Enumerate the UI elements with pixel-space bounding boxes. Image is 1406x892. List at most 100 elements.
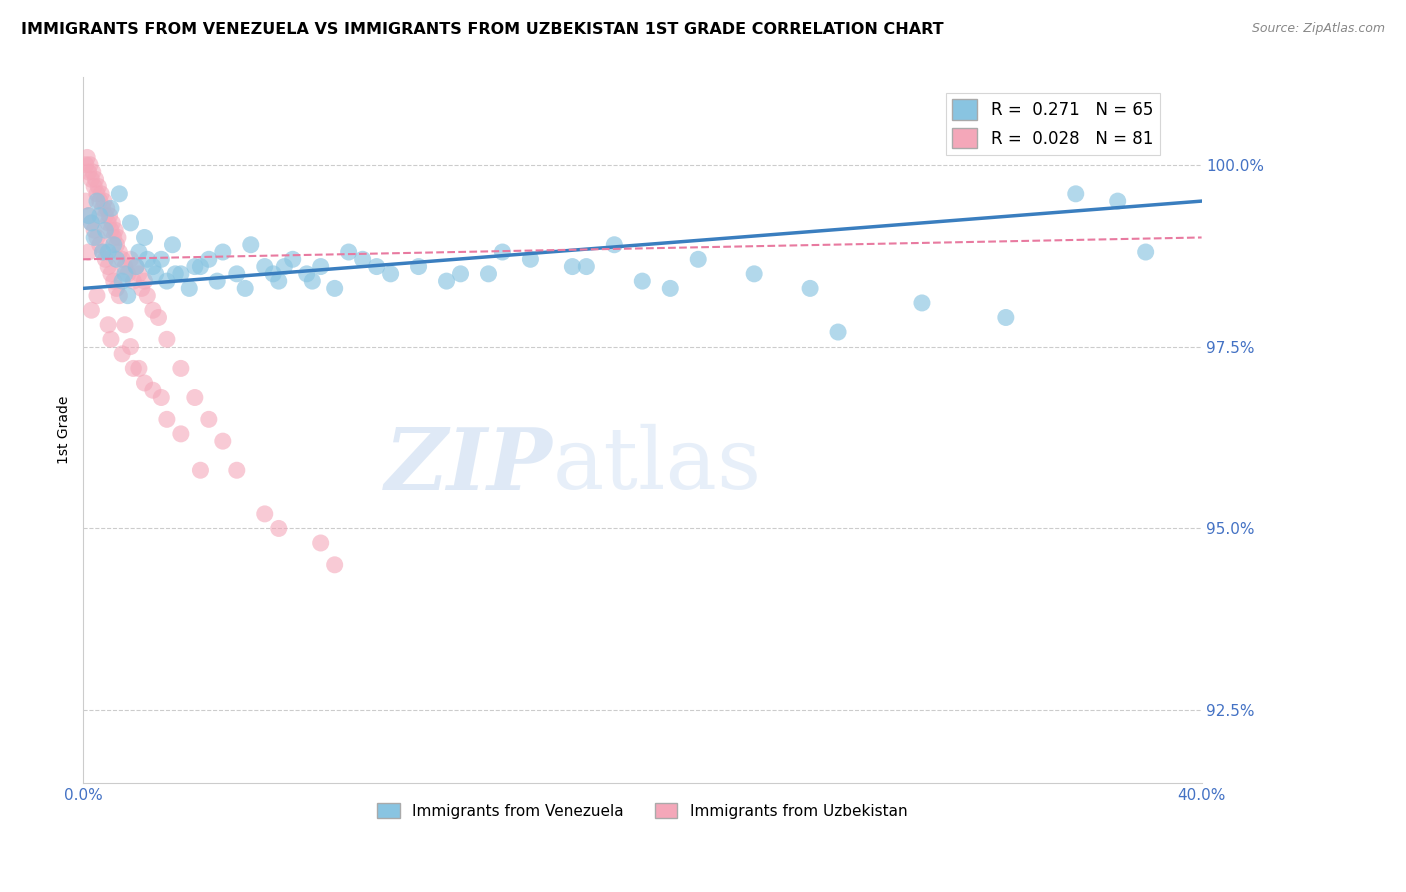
Point [83, 230, 105, 244]
Point [108, 288, 131, 302]
Point [150, 252, 173, 267]
Point [105, 252, 128, 267]
Point [262, 267, 284, 281]
Point [994, 310, 1017, 325]
Point [1064, 186, 1087, 201]
Point [94, 252, 117, 267]
Point [105, 281, 128, 295]
Point [273, 260, 295, 274]
Point [111, 252, 134, 267]
Point [89, 209, 111, 223]
Point [104, 223, 127, 237]
Point [156, 412, 179, 426]
Point [603, 237, 626, 252]
Point [281, 252, 304, 267]
Point [107, 230, 129, 244]
Point [198, 412, 221, 426]
Point [170, 426, 193, 441]
Point [122, 361, 145, 376]
Text: atlas: atlas [553, 424, 762, 508]
Point [659, 281, 682, 295]
Point [76, 151, 98, 165]
Point [436, 274, 458, 288]
Point [1135, 245, 1157, 260]
Point [148, 310, 170, 325]
Point [142, 303, 165, 318]
Y-axis label: 1st Grade: 1st Grade [58, 396, 72, 465]
Point [79, 158, 101, 172]
Point [170, 267, 193, 281]
Point [239, 237, 262, 252]
Point [267, 521, 290, 535]
Point [97, 318, 120, 332]
Point [108, 245, 131, 260]
Point [120, 340, 142, 354]
Point [82, 165, 104, 179]
Point [75, 194, 97, 208]
Point [100, 202, 122, 216]
Point [114, 318, 136, 332]
Point [111, 274, 134, 288]
Point [323, 558, 346, 572]
Point [190, 260, 212, 274]
Point [145, 267, 167, 281]
Point [184, 391, 207, 405]
Point [87, 179, 110, 194]
Point [309, 260, 332, 274]
Point [108, 186, 131, 201]
Point [98, 209, 121, 223]
Point [80, 216, 103, 230]
Point [89, 194, 111, 208]
Point [86, 194, 108, 208]
Point [561, 260, 583, 274]
Point [156, 274, 179, 288]
Point [233, 281, 256, 295]
Point [101, 216, 124, 230]
Legend: Immigrants from Venezuela, Immigrants from Uzbekistan: Immigrants from Venezuela, Immigrants fr… [371, 797, 914, 825]
Point [337, 245, 360, 260]
Point [91, 245, 114, 260]
Point [86, 186, 108, 201]
Point [77, 245, 100, 260]
Point [77, 209, 100, 223]
Point [97, 216, 120, 230]
Point [352, 252, 374, 267]
Point [631, 274, 654, 288]
Point [128, 267, 150, 281]
Point [688, 252, 710, 267]
Point [134, 274, 156, 288]
Point [827, 325, 849, 339]
Point [142, 260, 165, 274]
Point [477, 267, 499, 281]
Point [83, 179, 105, 194]
Point [86, 288, 108, 302]
Point [94, 209, 117, 223]
Point [211, 245, 233, 260]
Point [323, 281, 346, 295]
Point [190, 463, 212, 477]
Point [84, 172, 107, 186]
Point [100, 267, 122, 281]
Point [86, 230, 108, 244]
Point [117, 267, 139, 281]
Point [117, 288, 139, 302]
Point [1107, 194, 1129, 208]
Point [198, 252, 221, 267]
Text: ZIP: ZIP [385, 424, 553, 508]
Text: IMMIGRANTS FROM VENEZUELA VS IMMIGRANTS FROM UZBEKISTAN 1ST GRADE CORRELATION CH: IMMIGRANTS FROM VENEZUELA VS IMMIGRANTS … [21, 22, 943, 37]
Point [742, 267, 765, 281]
Point [225, 267, 247, 281]
Text: Source: ZipAtlas.com: Source: ZipAtlas.com [1251, 22, 1385, 36]
Point [128, 361, 150, 376]
Point [150, 391, 173, 405]
Point [105, 237, 128, 252]
Point [575, 260, 598, 274]
Point [134, 230, 156, 244]
Point [100, 332, 122, 346]
Point [103, 230, 125, 244]
Point [122, 274, 145, 288]
Point [93, 194, 115, 208]
Point [142, 383, 165, 397]
Point [94, 223, 117, 237]
Point [83, 223, 105, 237]
